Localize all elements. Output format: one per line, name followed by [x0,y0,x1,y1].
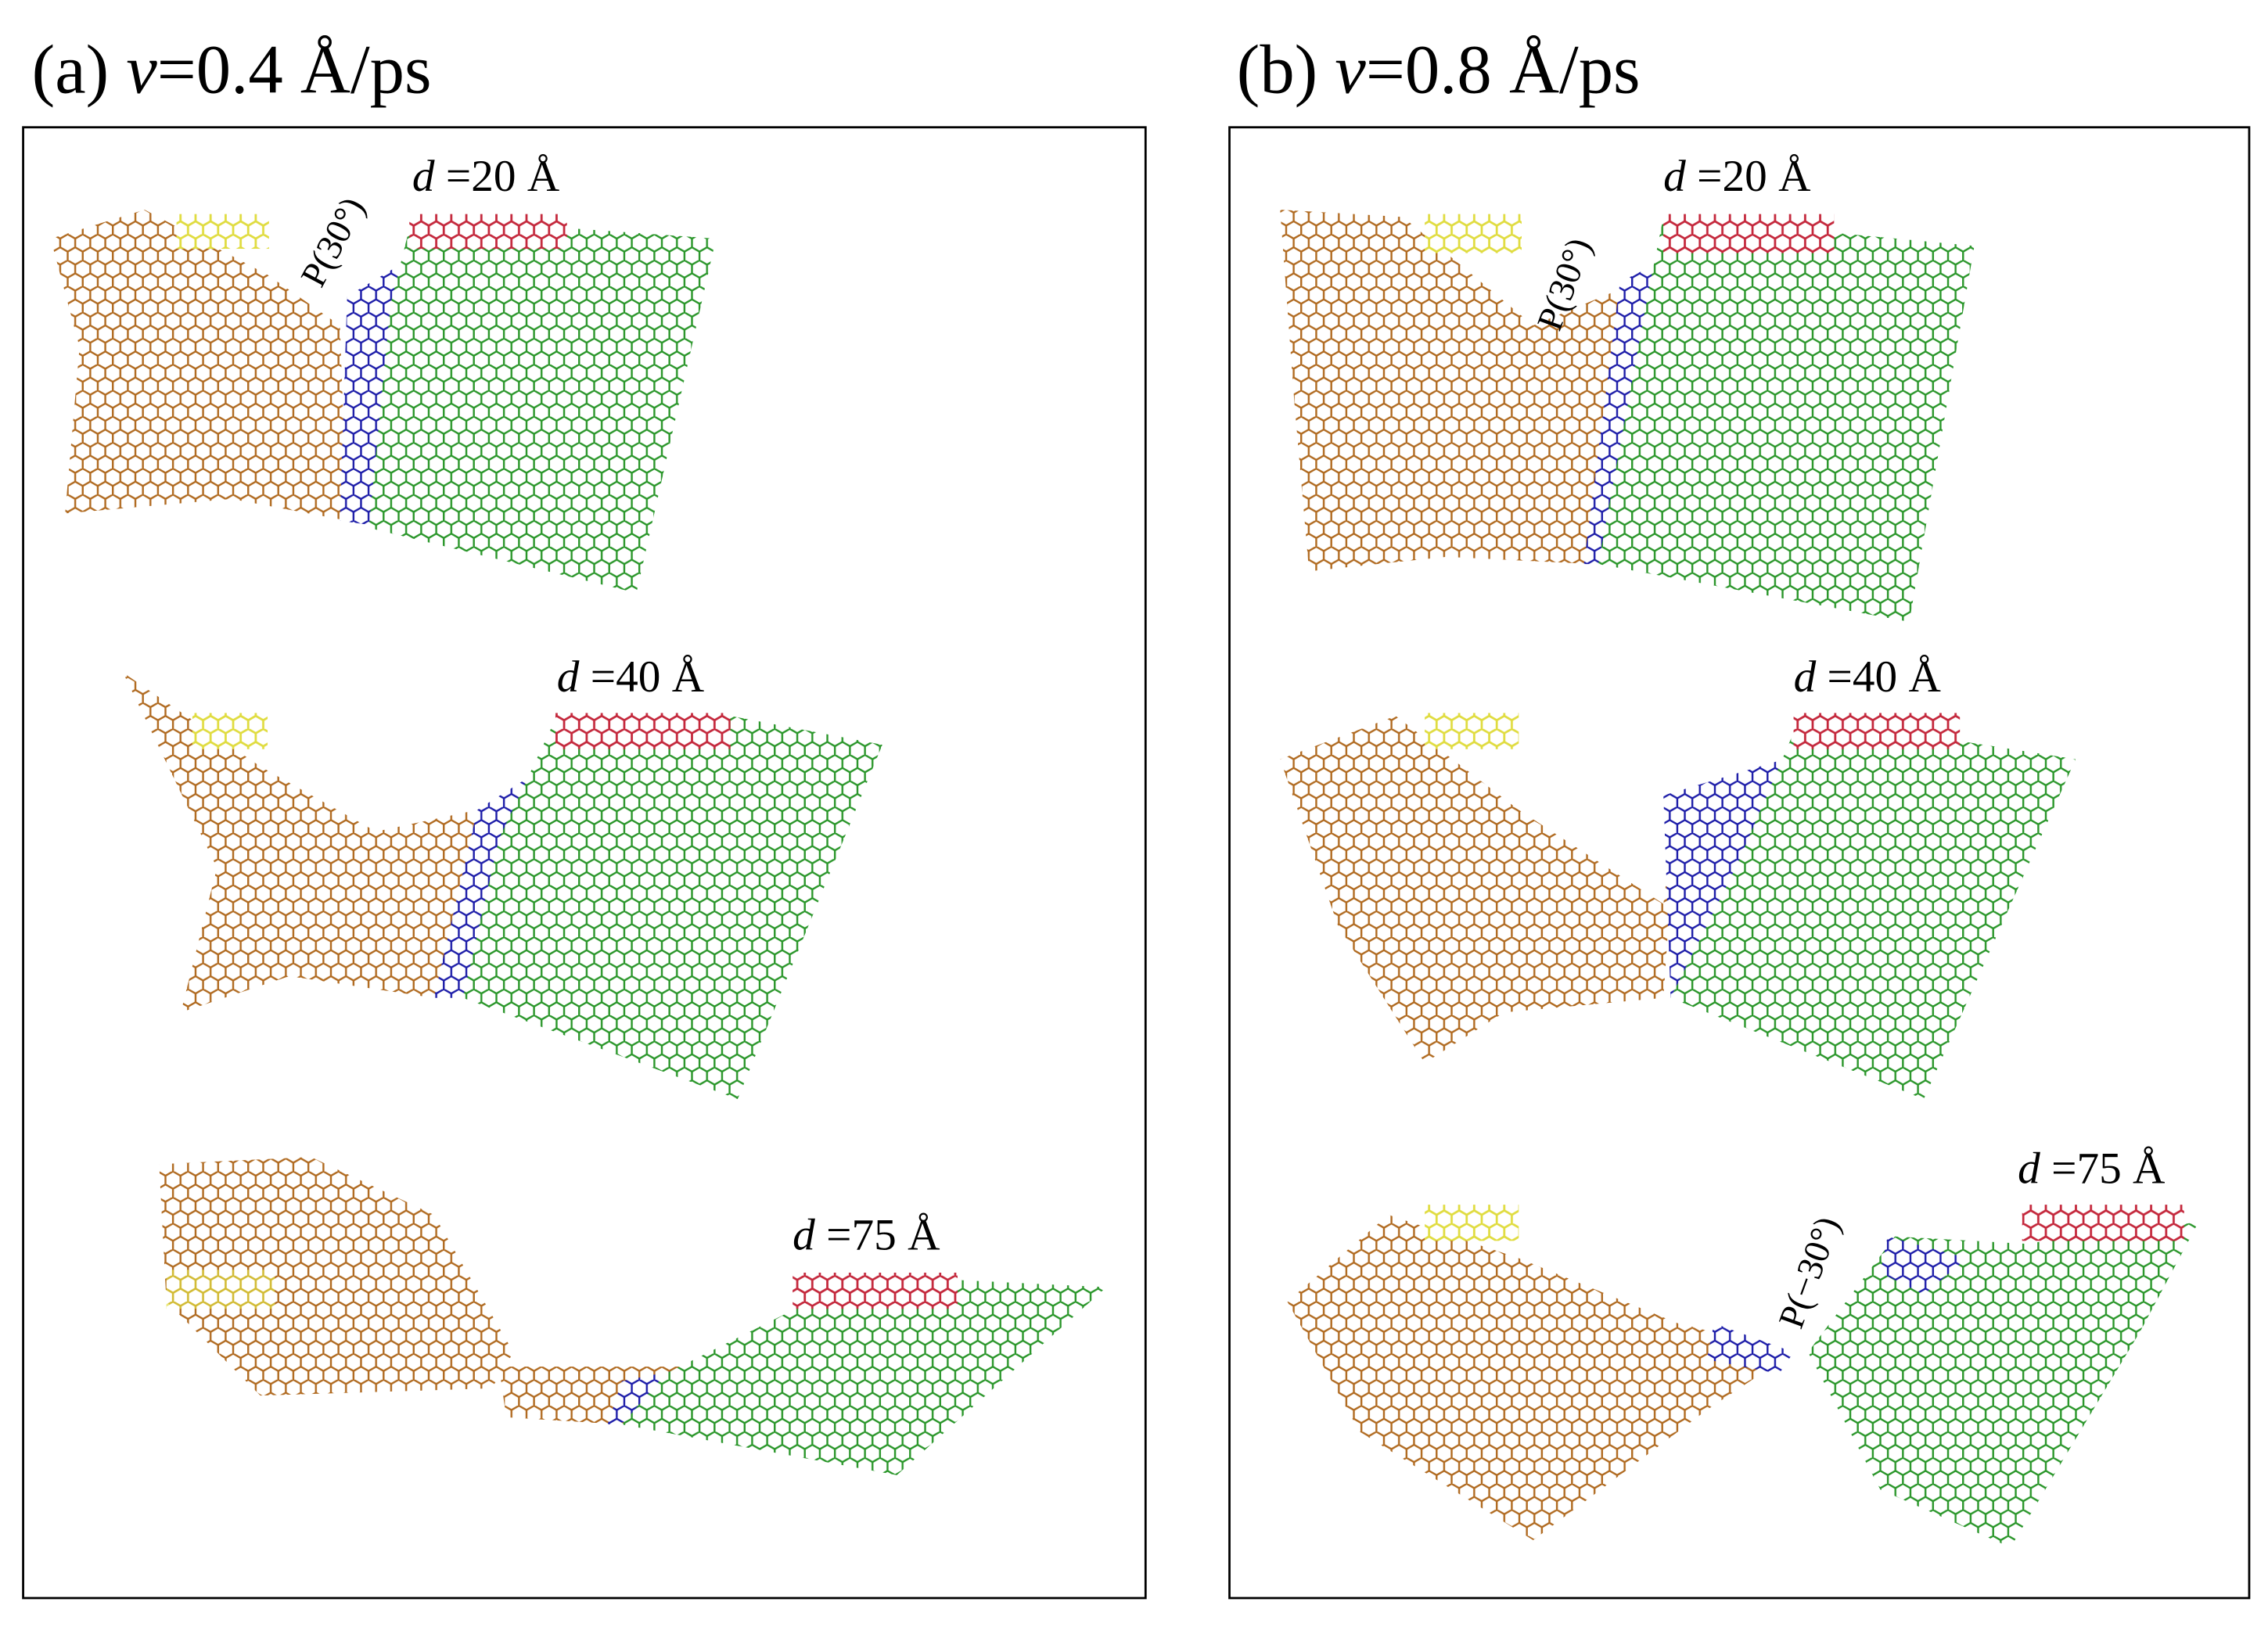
panel-frame [22,126,1147,1600]
panel-label: (b) [1237,31,1317,108]
symbol: d [793,1210,815,1259]
panel-title: (b) v=0.8 Å/ps [1237,31,1641,108]
snapshot: d =40 Å [123,652,882,1100]
symbol: v [126,31,157,108]
snapshot: d =20 Å P(30°) [1280,152,1975,623]
snapshot-label: d =20 Å [1663,152,1810,201]
distance: =20 Å [446,152,559,201]
snapshot-label: d =75 Å [2018,1144,2165,1193]
distance: =75 Å [826,1210,940,1259]
annotation: P(30°) [293,191,372,293]
symbol: d [412,152,435,201]
snapshot: d =40 Å [1280,652,2076,1100]
velocity: =0.4 Å/ps [157,31,432,108]
symbol: v [1335,31,1366,108]
symbol: d [1794,652,1817,702]
snapshot-label: d =40 Å [1794,652,1941,702]
distance: =40 Å [591,652,704,702]
snapshot: d =75 Å P(−30°) [1287,1144,2199,1548]
panel-title: (a) v=0.4 Å/ps [32,31,432,108]
snapshot: d =75 Å [159,1157,1107,1475]
distance: =20 Å [1697,152,1810,201]
symbol: d [2018,1144,2040,1193]
panel-frame [1228,126,2251,1600]
snapshot-label: d =75 Å [793,1210,940,1259]
distance: =40 Å [1828,652,1941,702]
snapshot: d =20 Å P(30°) [50,152,717,594]
snapshot-label: d =40 Å [557,652,704,702]
snapshot-label: d =20 Å [412,152,559,201]
panel-label: (a) [32,31,109,108]
symbol: d [1663,152,1686,201]
symbol: d [557,652,580,702]
velocity: =0.8 Å/ps [1366,31,1641,108]
distance: =75 Å [2051,1144,2165,1193]
